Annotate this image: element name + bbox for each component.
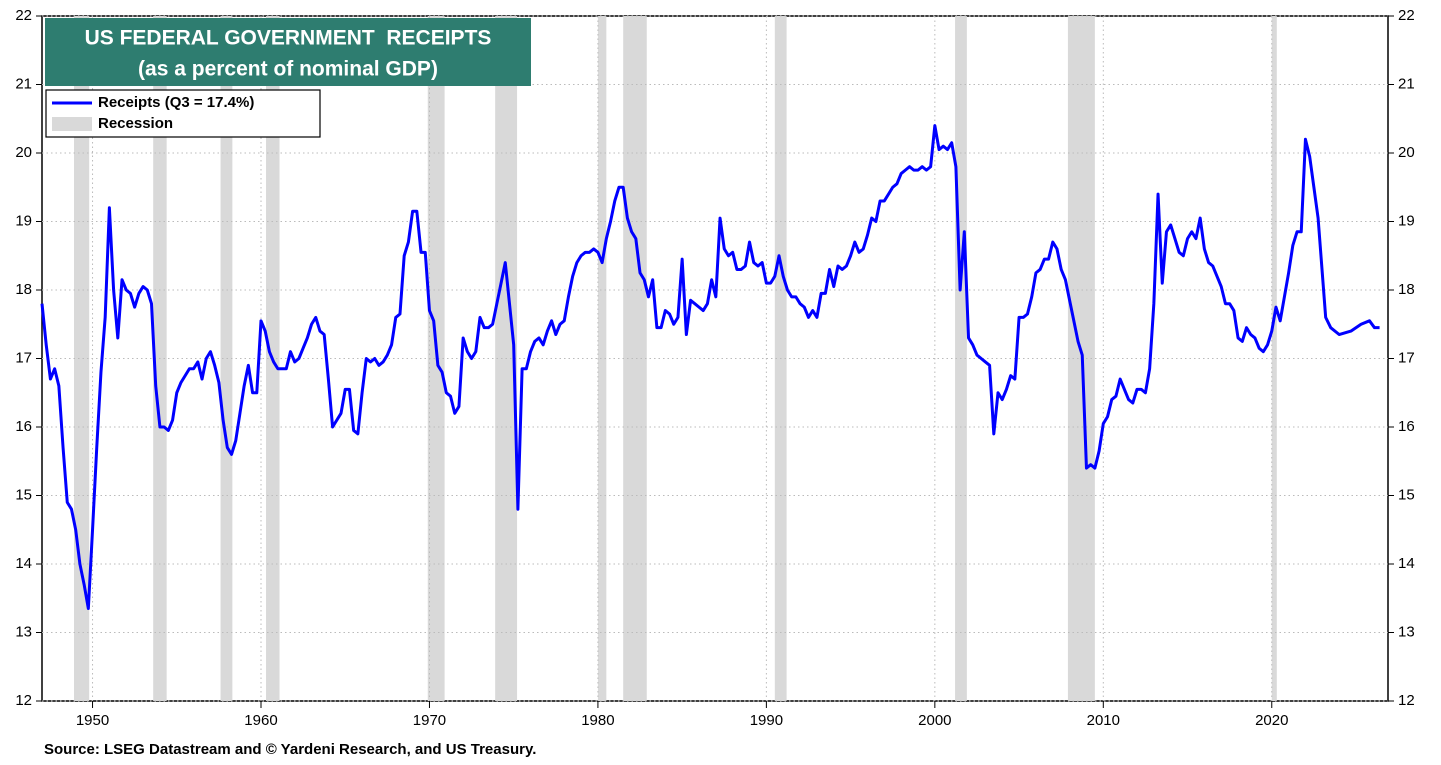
x-tick-label: 2020 bbox=[1255, 712, 1288, 729]
x-tick-label: 1950 bbox=[76, 712, 109, 729]
y2-tick-label: 21 bbox=[1398, 75, 1415, 92]
legend-swatch bbox=[52, 117, 92, 131]
chart-subtitle: (as a percent of nominal GDP) bbox=[138, 58, 438, 81]
x-tick-label: 1980 bbox=[581, 712, 614, 729]
source-note: Source: LSEG Datastream and © Yardeni Re… bbox=[44, 741, 536, 758]
y2-tick-label: 20 bbox=[1398, 144, 1415, 161]
legend-label: Recession bbox=[98, 115, 173, 132]
title-box bbox=[45, 18, 531, 86]
recession-band bbox=[623, 16, 647, 701]
y2-tick-label: 18 bbox=[1398, 281, 1415, 298]
data-line bbox=[40, 124, 1380, 611]
recession-band bbox=[597, 16, 607, 701]
x-tick-label: 1970 bbox=[413, 712, 446, 729]
y-tick-label: 22 bbox=[15, 7, 32, 24]
x-tick-label: 1960 bbox=[244, 712, 277, 729]
y-tick-label: 20 bbox=[15, 144, 32, 161]
recession-band bbox=[1271, 16, 1277, 701]
y-tick-label: 18 bbox=[15, 281, 32, 298]
y2-tick-label: 13 bbox=[1398, 623, 1415, 640]
y2-tick-label: 14 bbox=[1398, 555, 1415, 572]
recession-band bbox=[220, 16, 233, 701]
chart-title: US FEDERAL GOVERNMENT RECEIPTS bbox=[85, 27, 492, 50]
y-tick-label: 17 bbox=[15, 349, 32, 366]
y2-tick-label: 15 bbox=[1398, 486, 1415, 503]
y-tick-label: 12 bbox=[15, 692, 32, 709]
x-tick-label: 1990 bbox=[750, 712, 783, 729]
y2-tick-label: 19 bbox=[1398, 212, 1415, 229]
y-tick-label: 19 bbox=[15, 212, 32, 229]
y2-tick-label: 12 bbox=[1398, 692, 1415, 709]
y-tick-label: 14 bbox=[15, 555, 32, 572]
x-tick-label: 2000 bbox=[918, 712, 951, 729]
legend-label: Receipts (Q3 = 17.4%) bbox=[98, 94, 254, 111]
x-tick-label: 2010 bbox=[1087, 712, 1120, 729]
y-tick-label: 21 bbox=[15, 75, 32, 92]
y2-tick-label: 22 bbox=[1398, 7, 1415, 24]
y2-tick-label: 16 bbox=[1398, 418, 1415, 435]
y-tick-label: 16 bbox=[15, 418, 32, 435]
y-tick-label: 13 bbox=[15, 623, 32, 640]
recession-band bbox=[74, 16, 90, 701]
y2-tick-label: 17 bbox=[1398, 349, 1415, 366]
y-tick-label: 15 bbox=[15, 486, 32, 503]
